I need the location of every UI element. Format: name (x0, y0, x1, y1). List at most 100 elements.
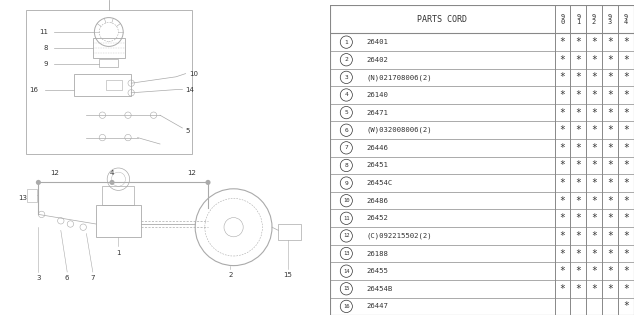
Text: *: * (559, 213, 565, 223)
Text: 26471: 26471 (366, 109, 388, 116)
Text: *: * (623, 249, 628, 259)
Text: *: * (623, 90, 628, 100)
Text: *: * (559, 90, 565, 100)
Text: 6: 6 (65, 276, 70, 281)
Text: 13: 13 (343, 251, 349, 256)
Text: 15: 15 (284, 272, 292, 278)
Text: *: * (559, 108, 565, 117)
Text: 3: 3 (344, 75, 348, 80)
Text: *: * (623, 266, 628, 276)
Text: *: * (575, 143, 581, 153)
Text: *: * (575, 213, 581, 223)
Text: 1: 1 (344, 40, 348, 44)
Circle shape (109, 180, 115, 185)
Text: *: * (559, 266, 565, 276)
Text: 11: 11 (343, 216, 349, 221)
Text: 2: 2 (228, 272, 232, 278)
Text: 5: 5 (186, 128, 190, 134)
Text: 12: 12 (343, 233, 349, 238)
Text: 9: 9 (44, 61, 48, 67)
Text: 10: 10 (343, 198, 349, 203)
Text: 3: 3 (36, 276, 41, 281)
Text: *: * (623, 178, 628, 188)
Text: (N)021708006(2): (N)021708006(2) (366, 74, 432, 81)
Text: 16: 16 (343, 304, 349, 309)
Text: *: * (575, 284, 581, 294)
Text: *: * (607, 108, 613, 117)
Text: *: * (591, 37, 597, 47)
Bar (74, 74, 131, 96)
Text: *: * (559, 178, 565, 188)
Bar (99, 59, 118, 67)
Text: 13: 13 (18, 196, 27, 201)
Text: *: * (591, 196, 597, 206)
Bar (28, 189, 37, 202)
Text: *: * (575, 125, 581, 135)
Text: *: * (559, 284, 565, 294)
Text: 26140: 26140 (366, 92, 388, 98)
Text: 8: 8 (44, 45, 48, 51)
Text: 26447: 26447 (366, 303, 388, 309)
Bar (93, 38, 125, 58)
Text: *: * (623, 55, 628, 65)
Text: *: * (575, 196, 581, 206)
Text: *: * (623, 213, 628, 223)
Text: *: * (591, 160, 597, 171)
Circle shape (205, 180, 211, 185)
Text: 4: 4 (110, 170, 114, 176)
Text: *: * (575, 160, 581, 171)
Text: *: * (623, 160, 628, 171)
Text: *: * (591, 108, 597, 117)
Text: *: * (575, 37, 581, 47)
Text: 8: 8 (344, 163, 348, 168)
Text: (W)032008006(2): (W)032008006(2) (366, 127, 432, 133)
Text: *: * (559, 72, 565, 82)
Text: *: * (591, 266, 597, 276)
Text: 26486: 26486 (366, 198, 388, 204)
Text: *: * (607, 196, 613, 206)
Text: 14: 14 (186, 87, 195, 92)
Text: 11: 11 (39, 29, 48, 35)
Text: *: * (623, 301, 628, 311)
Text: 7: 7 (344, 145, 348, 150)
Text: *: * (575, 266, 581, 276)
Bar (26, 10, 192, 154)
Text: *: * (591, 284, 597, 294)
Bar (278, 224, 301, 240)
Bar (102, 186, 134, 205)
Text: *: * (623, 196, 628, 206)
Text: *: * (575, 178, 581, 188)
Text: *: * (623, 143, 628, 153)
Text: 14: 14 (343, 269, 349, 274)
Text: *: * (575, 90, 581, 100)
Text: *: * (559, 231, 565, 241)
Text: *: * (559, 249, 565, 259)
Bar (106, 80, 122, 90)
Text: *: * (607, 266, 613, 276)
Text: *: * (607, 249, 613, 259)
Text: *: * (607, 72, 613, 82)
Text: *: * (607, 213, 613, 223)
Text: 26452: 26452 (366, 215, 388, 221)
Text: *: * (559, 196, 565, 206)
Text: *: * (559, 125, 565, 135)
Text: *: * (575, 55, 581, 65)
Text: *: * (623, 284, 628, 294)
Text: *: * (623, 72, 628, 82)
Text: *: * (607, 37, 613, 47)
Text: 9
1: 9 1 (576, 14, 580, 25)
Text: *: * (591, 72, 597, 82)
Text: *: * (559, 160, 565, 171)
Text: 15: 15 (343, 286, 349, 291)
Text: *: * (607, 55, 613, 65)
Text: *: * (623, 108, 628, 117)
Text: 26454C: 26454C (366, 180, 392, 186)
Text: *: * (607, 160, 613, 171)
Text: *: * (575, 249, 581, 259)
Text: *: * (575, 72, 581, 82)
Text: *: * (607, 231, 613, 241)
Text: 9
4: 9 4 (623, 14, 628, 25)
Text: 5: 5 (344, 110, 348, 115)
Text: 1: 1 (116, 250, 121, 256)
Text: 26188: 26188 (366, 251, 388, 257)
